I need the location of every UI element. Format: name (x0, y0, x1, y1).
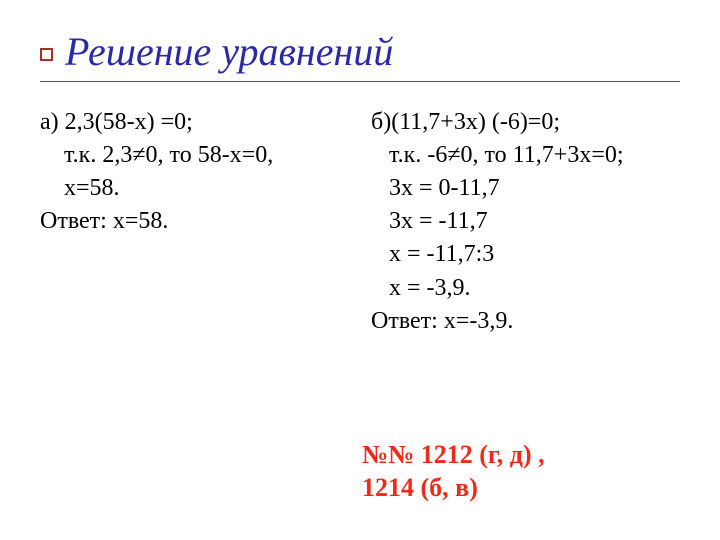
columns: а) 2,3(58-х) =0; т.к. 2,3≠0, то 58-х=0, … (40, 106, 680, 338)
b-line4: 3х = -11,7 (371, 205, 680, 238)
b-line2: т.к. -6≠0, то 11,7+3х=0; (371, 139, 680, 172)
slide-title: Решение уравнений (65, 28, 393, 75)
bullet-icon (40, 48, 53, 61)
title-row: Решение уравнений (40, 28, 680, 75)
slide: Решение уравнений а) 2,3(58-х) =0; т.к. … (0, 0, 720, 540)
exercise-refs: №№ 1212 (г, д) , 1214 (б, в) (362, 438, 545, 505)
column-a: а) 2,3(58-х) =0; т.к. 2,3≠0, то 58-х=0, … (40, 106, 349, 338)
a-line1: а) 2,3(58-х) =0; (40, 106, 349, 139)
b-line1: б)(11,7+3х) (-6)=0; (371, 106, 680, 139)
column-b: б)(11,7+3х) (-6)=0; т.к. -6≠0, то 11,7+3… (371, 106, 680, 338)
b-line6: х = -3,9. (371, 272, 680, 305)
title-rule (40, 81, 680, 82)
a-line3: х=58. (40, 172, 349, 205)
b-line5: х = -11,7:3 (371, 238, 680, 271)
a-line2: т.к. 2,3≠0, то 58-х=0, (40, 139, 349, 172)
a-answer: Ответ: х=58. (40, 205, 349, 238)
b-answer: Ответ: х=-3,9. (371, 305, 680, 338)
b-line3: 3х = 0-11,7 (371, 172, 680, 205)
